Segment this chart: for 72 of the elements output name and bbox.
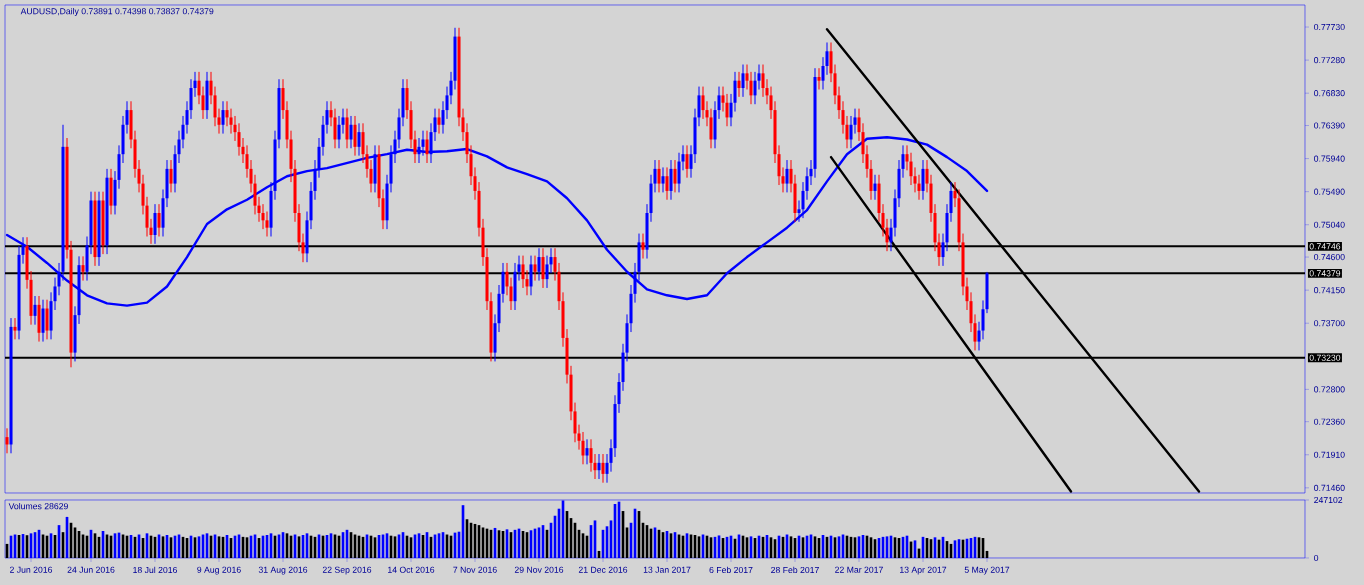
- candlestick: [685, 144, 689, 179]
- candlestick: [601, 453, 605, 484]
- x-tick-label: 31 Aug 2016: [258, 566, 308, 575]
- ref-line-label: 0.73230: [1309, 354, 1341, 361]
- y-tick-label: 0.71910: [1314, 451, 1345, 458]
- y-tick-label: 247102: [1314, 496, 1343, 504]
- y-tick-label: 0.72800: [1314, 386, 1345, 393]
- candlestick: [585, 438, 589, 465]
- x-tick-label: 22 Sep 2016: [322, 566, 372, 575]
- ref-line-label: 0.74746: [1309, 243, 1341, 250]
- candlestick: [169, 159, 173, 193]
- chart-title: Volumes 28629: [8, 502, 68, 510]
- x-tick-label: 22 Mar 2017: [835, 566, 883, 573]
- y-tick-label: 0.77730: [1314, 23, 1345, 31]
- x-tick-label: 13 Jan 2017: [643, 566, 691, 573]
- candlestick: [641, 233, 645, 260]
- candlestick: [537, 247, 541, 282]
- x-tick-label: 9 Aug 2016: [197, 566, 241, 575]
- chart-title: AUDUSD,Daily 0.73891 0.74398 0.73837 0.74379: [20, 7, 214, 16]
- y-tick-label: 0.74150: [1314, 287, 1345, 294]
- candlestick: [353, 115, 357, 157]
- candlestick: [541, 247, 545, 289]
- x-tick-label: 7 Nov 2016: [453, 566, 497, 573]
- candlestick: [673, 159, 677, 193]
- y-tick-label: 0.75490: [1314, 188, 1345, 195]
- candlestick: [873, 174, 877, 201]
- y-tick-label: 0.76390: [1314, 122, 1345, 129]
- x-tick-label: 14 Oct 2016: [388, 566, 435, 573]
- y-tick-label: 0.75040: [1314, 221, 1345, 228]
- candlestick: [597, 453, 601, 480]
- y-tick-label: 0.73700: [1314, 320, 1345, 327]
- candlestick: [345, 108, 349, 149]
- candlestick: [921, 159, 925, 201]
- candlestick: [153, 203, 157, 245]
- candlestick: [661, 166, 665, 193]
- x-tick-label: 6 Feb 2017: [709, 566, 753, 574]
- candlestick: [425, 130, 429, 164]
- ref-line-label: 0.74379: [1309, 270, 1341, 277]
- candlestick: [665, 166, 669, 201]
- y-tick-label: 0: [1314, 554, 1319, 562]
- candlestick: [533, 255, 537, 282]
- candlestick: [669, 159, 673, 201]
- candlestick: [45, 299, 49, 340]
- candlestick: [81, 255, 85, 282]
- y-tick-label: 0.71460: [1314, 484, 1345, 491]
- y-tick-label: 0.72360: [1314, 418, 1345, 425]
- x-tick-label: 28 Feb 2017: [771, 566, 819, 574]
- y-tick-label: 0.77280: [1314, 57, 1345, 64]
- y-tick-label: 0.74600: [1314, 254, 1345, 261]
- candlestick: [741, 64, 745, 98]
- candlestick: [13, 317, 17, 340]
- candlestick: [357, 122, 361, 157]
- y-tick-label: 0.75940: [1314, 155, 1345, 162]
- x-tick-label: 5 May 2017: [964, 566, 1010, 575]
- x-tick-label: 24 Jun 2016: [67, 566, 115, 573]
- candlestick: [737, 71, 741, 98]
- x-tick-label: 21 Dec 2016: [578, 566, 628, 573]
- x-tick-label: 18 Jul 2016: [133, 566, 178, 574]
- candlestick: [33, 295, 37, 326]
- candlestick: [529, 255, 533, 296]
- candlestick: [657, 159, 661, 193]
- candlestick: [349, 115, 353, 149]
- candlestick: [221, 100, 225, 135]
- candlestick: [157, 203, 161, 237]
- candlestick: [5, 427, 9, 454]
- x-tick-label: 2 Jun 2016: [10, 566, 53, 573]
- y-tick-label: 0.76830: [1314, 90, 1345, 97]
- candlestick: [437, 108, 441, 135]
- candlestick: [785, 159, 789, 193]
- x-tick-label: 29 Nov 2016: [514, 566, 564, 573]
- x-tick-label: 13 Apr 2017: [900, 566, 947, 575]
- candlestick: [817, 67, 821, 90]
